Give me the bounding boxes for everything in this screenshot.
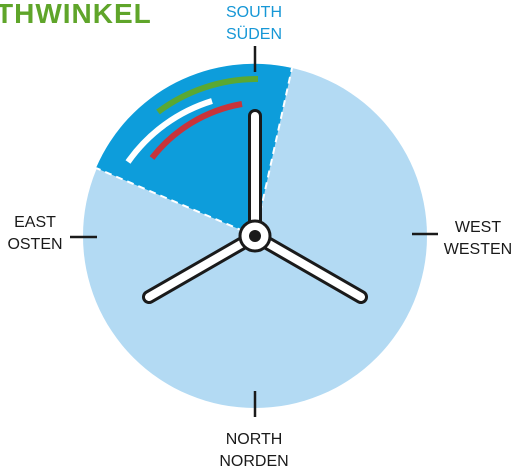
label-east-en: EAST (14, 214, 56, 231)
label-north: NORTH NORDEN (204, 429, 304, 473)
label-west-de: WESTEN (443, 241, 513, 258)
label-south-en: SOUTH (226, 4, 282, 21)
label-south: SOUTH SÜDEN (204, 2, 304, 46)
sector-boundary-east (95, 167, 256, 237)
title-wordmark: THWINKEL (0, 0, 152, 29)
label-south-de: SÜDEN (225, 26, 282, 43)
arc-red (149, 101, 243, 160)
label-east: EAST OSTEN (4, 212, 66, 256)
highlight-sector (96, 63, 292, 236)
label-north-de: NORDEN (219, 453, 289, 470)
label-west: WEST WESTEN (438, 217, 517, 261)
arc-green (156, 75, 259, 115)
label-east-de: OSTEN (7, 236, 63, 253)
label-north-en: NORTH (225, 431, 283, 448)
arc-white (125, 98, 213, 164)
label-west-en: WEST (454, 219, 502, 236)
wind-turbine-icon (142, 109, 368, 304)
